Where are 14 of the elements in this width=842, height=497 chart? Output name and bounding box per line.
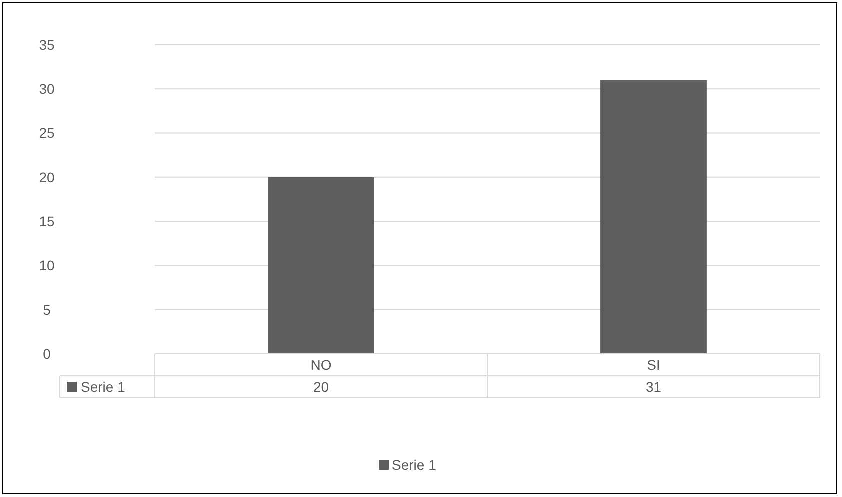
y-tick-label: 35 <box>39 36 55 53</box>
data-label: 20 <box>313 378 330 395</box>
y-tick-label: 20 <box>39 169 55 186</box>
y-tick-label: 15 <box>39 213 55 230</box>
y-tick-label: 30 <box>39 81 55 98</box>
x-tick-label: SI <box>647 356 660 373</box>
y-tick-label: 5 <box>43 302 52 318</box>
x-tick-label: NO <box>310 356 332 373</box>
data-label: 31 <box>646 378 662 395</box>
text: Serie 1 <box>81 378 126 395</box>
y-tick-label: 25 <box>39 125 55 142</box>
legend-label: Serie 1 <box>392 456 437 473</box>
y-tick-label: 10 <box>39 258 55 274</box>
y-tick-label: 0 <box>43 346 52 362</box>
